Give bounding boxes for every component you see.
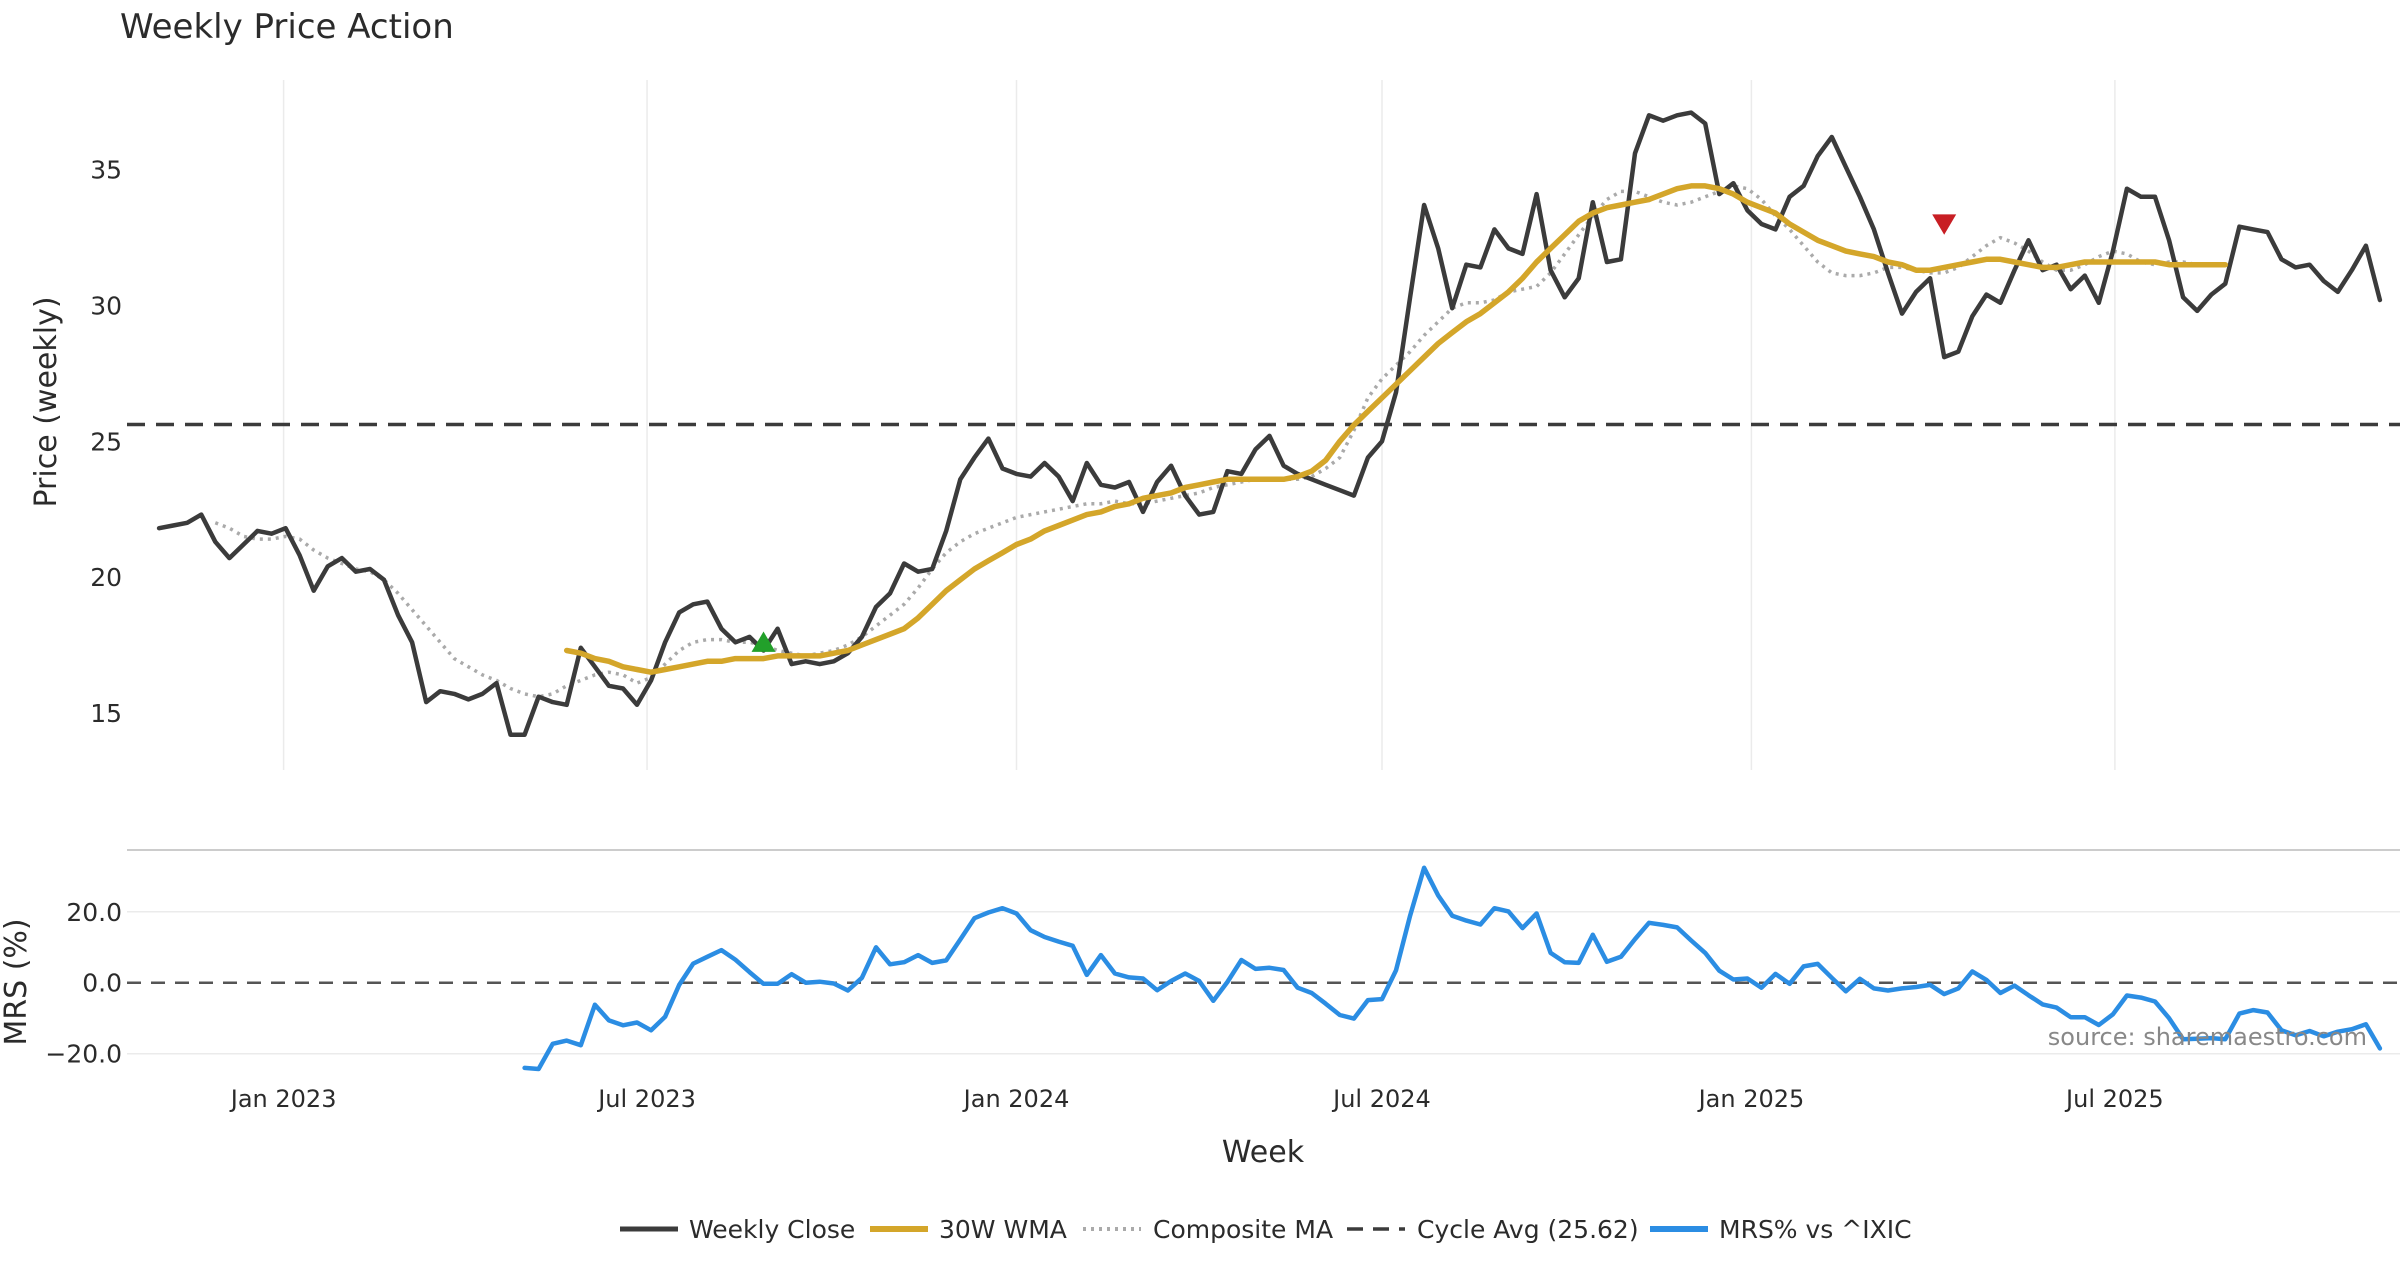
x-tick-label: Jul 2025 xyxy=(2064,1085,2164,1113)
legend: Weekly Close 30W WMA Composite MA Cycle … xyxy=(620,1215,1912,1244)
chart-title: Weekly Price Action xyxy=(120,7,454,47)
legend-label-weekly-close: Weekly Close xyxy=(689,1215,855,1244)
source-annotation: source: sharemaestro.com xyxy=(2048,1023,2367,1051)
x-tick-label: Jan 2025 xyxy=(1697,1085,1805,1113)
price-y-tick-label: 35 xyxy=(90,156,122,185)
signal-markers xyxy=(751,214,1957,652)
legend-label-30w-wma: 30W WMA xyxy=(939,1215,1067,1244)
price-y-tick-label: 30 xyxy=(90,291,122,320)
x-tick-label: Jan 2024 xyxy=(962,1085,1070,1113)
x-tick-label: Jul 2024 xyxy=(1331,1085,1431,1113)
legend-label-composite-ma: Composite MA xyxy=(1153,1215,1333,1244)
sell-signal-marker xyxy=(1932,214,1957,235)
price-y-tick-label: 20 xyxy=(90,563,122,592)
mrs-y-tick-label: −20.0 xyxy=(45,1040,122,1069)
mrs-line xyxy=(522,865,2383,1072)
price-y-axis-label: Price (weekly) xyxy=(29,296,64,507)
mrs-y-tick-label: 20.0 xyxy=(66,898,122,927)
x-tick-label: Jul 2023 xyxy=(596,1085,696,1113)
mrs-y-axis-label: MRS (%) xyxy=(0,918,34,1045)
axis-labels: Jan 2023 Jul 2023 Jan 2024 Jul 2024 Jan 2025… xyxy=(45,156,2163,1113)
series-layer xyxy=(156,110,2383,1072)
legend-label-cycle-avg: Cycle Avg (25.62) xyxy=(1417,1215,1639,1244)
wma-30w-line xyxy=(563,183,2229,675)
legend-label-mrs: MRS% vs ^IXIC xyxy=(1719,1215,1912,1244)
price-y-tick-label: 25 xyxy=(90,427,122,456)
reference-lines xyxy=(127,422,2400,984)
x-axis-label: Week xyxy=(1222,1135,1305,1170)
x-tick-label: Jan 2023 xyxy=(229,1085,337,1113)
buy-signal-marker xyxy=(751,631,776,652)
grid-layer xyxy=(127,80,2400,1055)
price-y-tick-label: 15 xyxy=(90,699,122,728)
weekly-close-line xyxy=(156,110,2383,737)
mrs-y-tick-label: 0.0 xyxy=(82,969,122,998)
